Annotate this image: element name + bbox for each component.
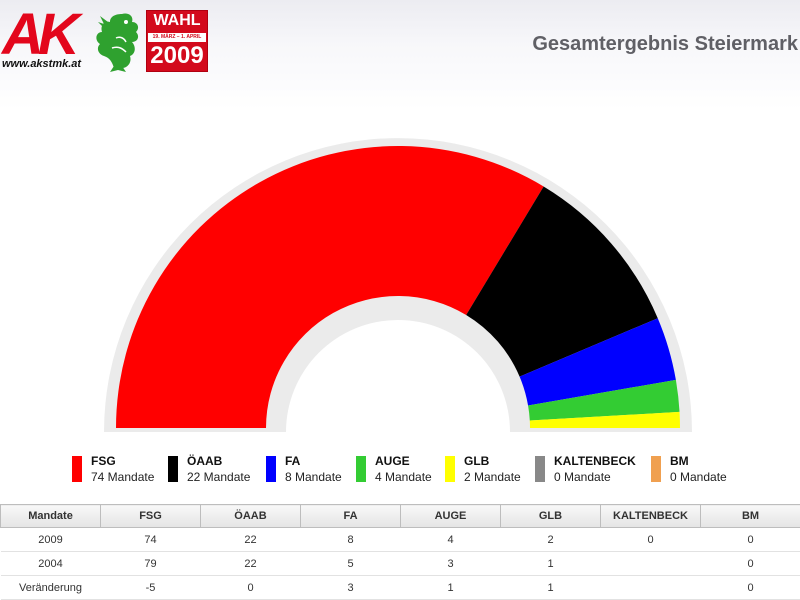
legend-label: GLB <box>464 454 490 468</box>
badge-top-text: WAHL <box>153 12 201 29</box>
badge-year: 2009 <box>150 42 204 69</box>
column-header: Mandate <box>0 504 101 528</box>
chart-slice-öaab <box>466 186 658 377</box>
header-background <box>0 0 800 110</box>
table-cell: 4 <box>400 527 501 552</box>
table-cell: 2009 <box>0 527 101 552</box>
table-cell: 22 <box>200 527 301 552</box>
chart-slice-fa <box>519 318 676 406</box>
column-header: FA <box>300 504 401 528</box>
table-cell: 3 <box>400 551 501 576</box>
column-header: AUGE <box>400 504 501 528</box>
table-cell: 79 <box>100 551 201 576</box>
legend-label: BM <box>670 454 689 468</box>
badge-dates: 19. MÄRZ – 1. APRIL <box>148 33 206 42</box>
legend-label: FA <box>285 454 301 468</box>
table-cell: 22 <box>200 551 301 576</box>
legend-mandate: 2 Mandate <box>464 470 521 484</box>
table-cell: 1 <box>500 551 601 576</box>
column-header: FSG <box>100 504 201 528</box>
table-cell: 0 <box>600 527 701 552</box>
table-cell: 1 <box>400 575 501 600</box>
legend-label: KALTENBECK <box>554 454 636 468</box>
chart-slice-fsg <box>116 146 544 428</box>
legend-label: ÖAAB <box>187 454 223 468</box>
column-header: KALTENBECK <box>600 504 701 528</box>
legend-mandate: 22 Mandate <box>187 470 251 484</box>
election-badge: WAHL 19. MÄRZ – 1. APRIL 2009 <box>146 10 208 72</box>
column-header: ÖAAB <box>200 504 301 528</box>
table-row: 2004 79 22 5 3 1 0 <box>0 551 800 576</box>
column-header: BM <box>700 504 800 528</box>
results-table: Mandate FSG ÖAAB FA AUGE GLB KALTENBECK … <box>0 504 800 600</box>
styrian-panther-icon <box>96 13 139 72</box>
seat-chart <box>104 138 692 432</box>
table-cell: 2 <box>500 527 601 552</box>
chart-slice-auge <box>528 379 680 421</box>
legend-mandate: 0 Mandate <box>554 470 611 484</box>
legend-mandate: 74 Mandate <box>91 470 155 484</box>
table-cell: 8 <box>300 527 401 552</box>
table-cell: Veränderung <box>0 575 101 600</box>
table-cell: 0 <box>200 575 301 600</box>
table-cell <box>600 551 701 576</box>
chart-slice-glb <box>529 411 680 428</box>
legend-swatch-fsg <box>72 456 82 482</box>
legend-swatch-kaltenbeck <box>535 456 545 482</box>
table-cell: 2004 <box>0 551 101 576</box>
logo-url[interactable]: www.akstmk.at <box>2 58 82 70</box>
legend: FSG 74 Mandate ÖAAB 22 Mandate FA 8 Mand… <box>0 452 800 492</box>
legend-swatch-oeaab <box>168 456 178 482</box>
legend-swatch-glb <box>445 456 455 482</box>
table-row: Veränderung -5 0 3 1 1 0 <box>0 575 800 600</box>
legend-label: FSG <box>91 454 116 468</box>
table-row: 2009 74 22 8 4 2 0 0 <box>0 527 800 552</box>
table-cell: 0 <box>700 575 800 600</box>
table-header-row: Mandate FSG ÖAAB FA AUGE GLB KALTENBECK … <box>0 504 800 528</box>
legend-label: AUGE <box>375 454 410 468</box>
legend-swatch-fa <box>266 456 276 482</box>
ak-logo[interactable]: AK <box>2 2 80 67</box>
legend-mandate: 0 Mandate <box>670 470 727 484</box>
legend-mandate: 4 Mandate <box>375 470 432 484</box>
table-cell: 3 <box>300 575 401 600</box>
legend-mandate: 8 Mandate <box>285 470 342 484</box>
table-cell <box>600 575 701 600</box>
legend-swatch-bm <box>651 456 661 482</box>
table-cell: 5 <box>300 551 401 576</box>
table-cell: 0 <box>700 551 800 576</box>
table-cell: -5 <box>100 575 201 600</box>
column-header: GLB <box>500 504 601 528</box>
table-cell: 0 <box>700 527 800 552</box>
page-title: Gesamtergebnis Steiermark <box>532 33 798 55</box>
table-cell: 74 <box>100 527 201 552</box>
table-cell: 1 <box>500 575 601 600</box>
legend-swatch-auge <box>356 456 366 482</box>
